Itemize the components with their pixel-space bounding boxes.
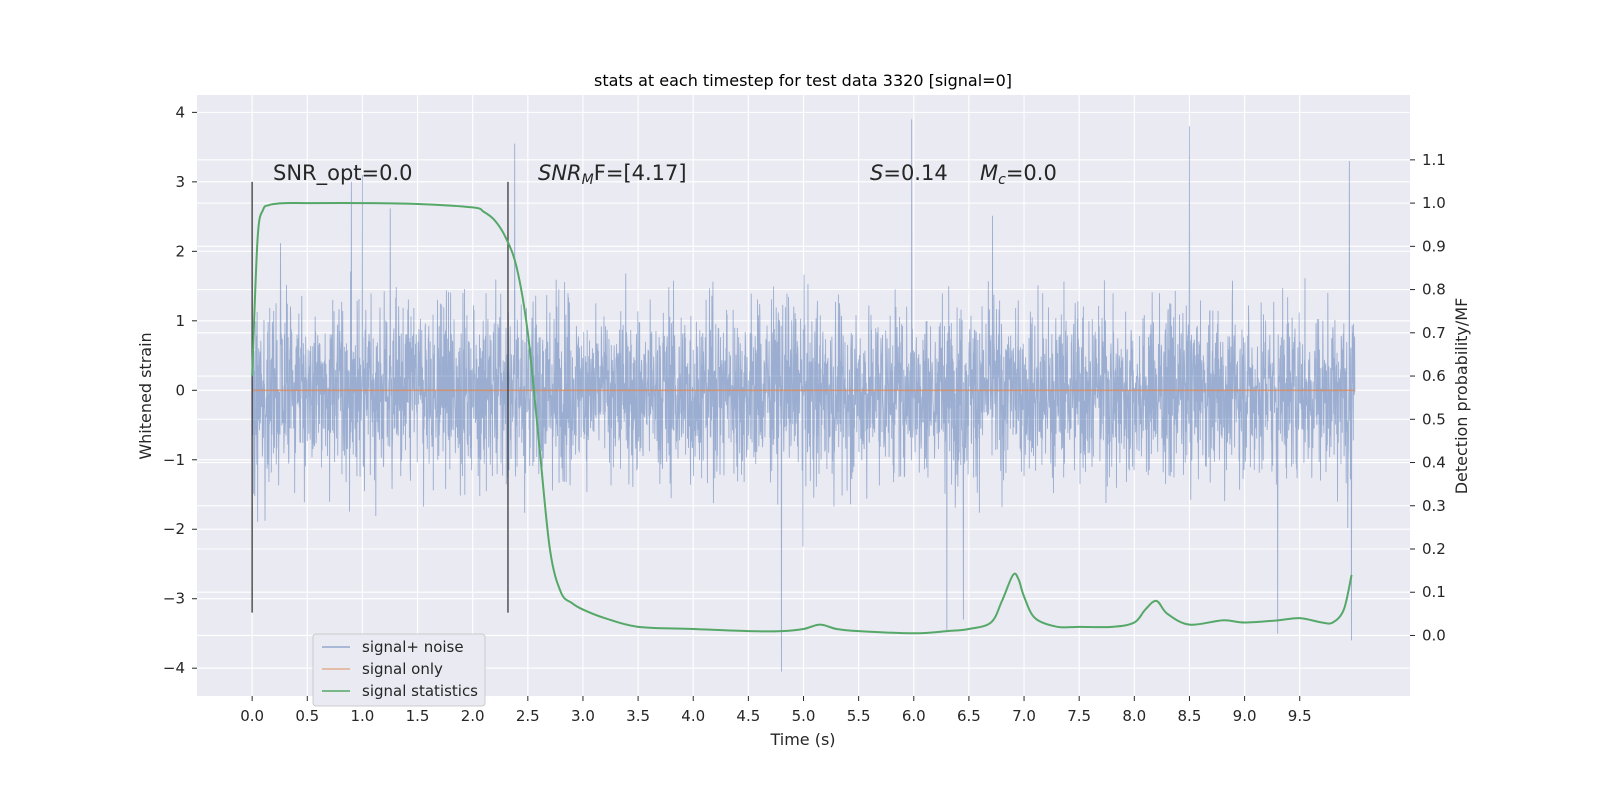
- x-tick-label: 8.5: [1178, 707, 1202, 725]
- annotation-mc-sub: c: [998, 172, 1006, 188]
- y-left-tick-label: 2: [175, 242, 185, 260]
- legend: signal+ noise signal only signal statist…: [312, 633, 486, 707]
- y-right-tick-label: 0.3: [1422, 497, 1446, 515]
- y-right-tick-label: 1.1: [1422, 151, 1446, 169]
- annotation-snr-opt: SNR_opt=0.0: [273, 161, 413, 186]
- annotation-mc-rest: =0.0: [1006, 161, 1057, 185]
- x-tick-label: 2.0: [461, 707, 485, 725]
- x-tick-label: 3.5: [626, 707, 650, 725]
- annotation-s: S=0.14: [870, 161, 948, 185]
- y-axis-label-left: Whitened strain: [136, 332, 155, 459]
- legend-label-signal-noise: signal+ noise: [362, 638, 464, 656]
- x-tick-label: 3.0: [571, 707, 595, 725]
- legend-label-signal-statistics: signal statistics: [362, 682, 478, 700]
- x-tick-label: 5.0: [792, 707, 816, 725]
- x-tick-label: 5.5: [847, 707, 871, 725]
- annotation-mc: Mc=0.0: [980, 161, 1057, 188]
- y-left-tick-label: 3: [175, 173, 185, 191]
- x-tick-label: 4.5: [736, 707, 760, 725]
- x-tick-label: 0.0: [240, 707, 264, 725]
- x-tick-label: 1.5: [406, 707, 430, 725]
- y-left-tick-label: −3: [163, 590, 185, 608]
- y-right-tick-label: 0.8: [1422, 281, 1446, 299]
- y-left-tick-label: −1: [163, 451, 185, 469]
- y-axis-label-right: Detection probability/MF: [1452, 298, 1471, 495]
- y-right-tick-label: 0.4: [1422, 454, 1446, 472]
- series-line-signal-statistics: [251, 202, 1353, 635]
- y-right-tick-label: 0.6: [1422, 367, 1446, 385]
- x-tick-label: 7.0: [1012, 707, 1036, 725]
- x-tick-label: 6.0: [902, 707, 926, 725]
- x-tick-label: 1.0: [350, 707, 374, 725]
- y-left-tick-label: −2: [163, 520, 185, 538]
- x-tick-label: 8.0: [1122, 707, 1146, 725]
- y-right-tick-label: 0.7: [1422, 324, 1446, 342]
- x-axis-label: Time (s): [769, 730, 835, 749]
- chart-title: stats at each timestep for test data 332…: [594, 71, 1012, 90]
- y-right-tick-label: 0.9: [1422, 237, 1446, 255]
- annotation-snr-mf-main: SNR: [538, 161, 582, 185]
- annotation-snr-mf-sub: M: [582, 172, 594, 188]
- y-right-tick-label: 0.0: [1422, 626, 1446, 644]
- y-right-tick-label: 0.5: [1422, 410, 1446, 428]
- x-tick-label: 0.5: [295, 707, 319, 725]
- series-line-signal-noise: [251, 119, 1356, 672]
- y-right-tick-label: 0.1: [1422, 583, 1446, 601]
- annotation-mc-main: M: [980, 161, 998, 185]
- y-left-tick-label: 4: [175, 103, 185, 121]
- chart-marks: 0.0 0.5 1.0 1.5 2.0 2.5 3.0 3.5 4.0 4.5 5.0 5.5 6.0 6…: [163, 103, 1446, 725]
- y-right-tick-label: 0.2: [1422, 540, 1446, 558]
- series-signal-noise: [251, 119, 1356, 672]
- x-tick-label: 2.5: [516, 707, 540, 725]
- annotation-s-rest: =0.14: [883, 161, 947, 185]
- x-tick-label: 4.0: [681, 707, 705, 725]
- y-left-tick-label: 1: [175, 312, 185, 330]
- x-tick-label: 6.5: [957, 707, 981, 725]
- annotation-snr-mf-rest: F=[4.17]: [594, 161, 687, 185]
- legend-label-signal-only: signal only: [362, 660, 443, 678]
- y-right-tick-label: 1.0: [1422, 194, 1446, 212]
- y-left-tick-label: −4: [163, 659, 185, 677]
- annotation-snr-mf: SNRMF=[4.17]: [538, 161, 687, 188]
- y-left-tick-label: 0: [175, 381, 185, 399]
- x-tick-label: 9.0: [1233, 707, 1257, 725]
- legend-box: [312, 633, 486, 707]
- annotation-s-main: S: [870, 161, 883, 185]
- x-tick-label: 7.5: [1067, 707, 1091, 725]
- x-tick-label: 9.5: [1288, 707, 1312, 725]
